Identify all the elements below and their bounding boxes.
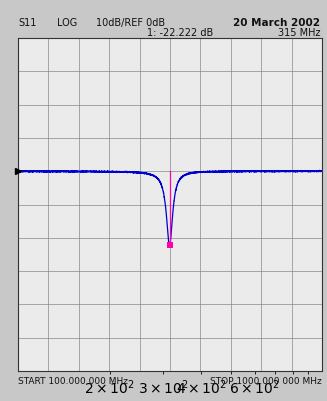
Text: LOG: LOG (57, 18, 77, 28)
Text: 1: -22.222 dB: 1: -22.222 dB (147, 28, 213, 38)
Text: S11: S11 (18, 18, 36, 28)
Text: STOP 1000.000 000 MHz: STOP 1000.000 000 MHz (210, 377, 322, 386)
Text: START 100.000 000 MHz: START 100.000 000 MHz (18, 377, 128, 386)
Text: 20 March 2002: 20 March 2002 (233, 18, 320, 28)
Text: 315 MHz: 315 MHz (278, 28, 320, 38)
Text: 10dB/REF 0dB: 10dB/REF 0dB (96, 18, 165, 28)
